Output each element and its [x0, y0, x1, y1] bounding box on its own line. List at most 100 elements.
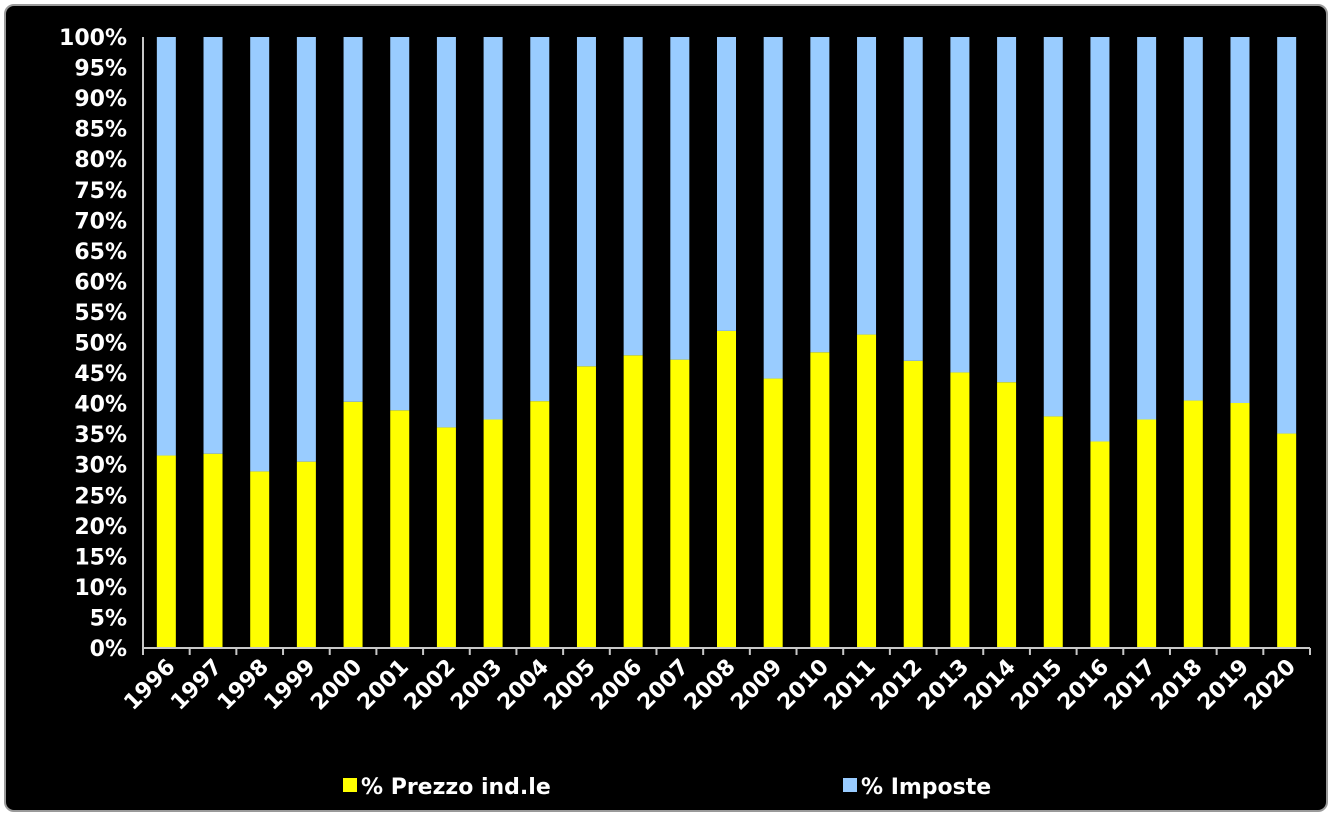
bar-segment-prezzo: [1137, 419, 1157, 648]
bar-segment-imposte: [950, 37, 970, 373]
bar-segment-prezzo: [903, 360, 923, 648]
x-tick-label: 1999: [260, 655, 321, 716]
bar-segment-imposte: [250, 37, 270, 472]
bar-segment-imposte: [530, 37, 550, 402]
x-tick-label: 1998: [213, 655, 274, 716]
bar-segment-prezzo: [530, 401, 550, 648]
bar-segment-imposte: [296, 37, 316, 462]
bar-segment-prezzo: [203, 453, 223, 648]
x-axis-ticks: 1996199719981999200020012002200320042005…: [120, 655, 1301, 716]
y-tick-label: 65%: [74, 240, 127, 265]
bar-segment-imposte: [857, 37, 877, 335]
x-tick-label: 2010: [773, 655, 834, 716]
bar-segment-prezzo: [857, 334, 877, 648]
bar-segment-imposte: [763, 37, 783, 379]
x-tick-label: 2016: [1053, 655, 1114, 716]
x-tick-label: 1997: [166, 655, 227, 716]
bar-segment-imposte: [576, 37, 596, 367]
y-tick-label: 90%: [74, 87, 127, 112]
bar-segment-prezzo: [436, 427, 456, 648]
x-tick-label: 2006: [586, 655, 647, 716]
bar-segment-prezzo: [343, 401, 363, 648]
y-tick-label: 100%: [59, 26, 127, 51]
x-tick-label: 2002: [400, 655, 461, 716]
legend-swatch: [343, 778, 357, 792]
y-tick-label: 50%: [74, 332, 127, 357]
bar-segment-prezzo: [296, 461, 316, 648]
bar-segment-prezzo: [483, 419, 503, 648]
y-tick-label: 20%: [74, 515, 127, 540]
bar-segment-prezzo: [1230, 402, 1250, 648]
x-tick-label: 2013: [913, 655, 974, 716]
bar-segment-prezzo: [576, 366, 596, 648]
bars: [156, 37, 1297, 648]
x-tick-label: 2011: [820, 655, 881, 716]
x-tick-label: 2017: [1100, 655, 1161, 716]
bar-segment-imposte: [1090, 37, 1110, 442]
bar-segment-imposte: [203, 37, 223, 454]
bar-segment-prezzo: [1090, 441, 1110, 648]
bar-segment-imposte: [903, 37, 923, 361]
x-tick-label: 2009: [726, 655, 787, 716]
x-tick-label: 2000: [306, 655, 367, 716]
y-tick-label: 60%: [74, 270, 127, 295]
legend-label: % Prezzo ind.le: [361, 775, 551, 800]
y-tick-label: 75%: [74, 179, 127, 204]
bar-segment-imposte: [436, 37, 456, 428]
x-tick-label: 2014: [960, 655, 1021, 716]
bar-segment-imposte: [623, 37, 643, 356]
legend-label: % Imposte: [861, 775, 991, 800]
x-tick-label: 2005: [540, 655, 601, 716]
x-tick-label: 2007: [633, 655, 694, 716]
y-tick-label: 5%: [90, 606, 127, 631]
bar-segment-prezzo: [623, 355, 643, 648]
x-tick-label: 1996: [120, 655, 181, 716]
bar-segment-imposte: [670, 37, 690, 360]
bar-segment-imposte: [156, 37, 176, 456]
bar-segment-imposte: [810, 37, 830, 353]
bar-segment-prezzo: [1277, 433, 1297, 648]
bar-segment-imposte: [1137, 37, 1157, 420]
x-tick-label: 2008: [680, 655, 741, 716]
bar-segment-imposte: [997, 37, 1017, 383]
bar-segment-prezzo: [717, 330, 736, 648]
bar-segment-prezzo: [950, 372, 970, 648]
axes: [142, 37, 1311, 655]
legend-swatch: [843, 778, 857, 792]
bar-segment-prezzo: [997, 382, 1017, 648]
bar-segment-imposte: [483, 37, 503, 420]
bar-segment-prezzo: [156, 455, 176, 648]
bar-segment-prezzo: [390, 410, 410, 648]
bar-segment-prezzo: [670, 359, 690, 648]
x-tick-label: 2001: [353, 655, 414, 716]
y-tick-label: 15%: [74, 545, 127, 570]
bar-segment-imposte: [1277, 37, 1297, 434]
y-tick-label: 30%: [74, 454, 127, 479]
y-tick-label: 40%: [74, 393, 127, 418]
x-tick-label: 2004: [493, 655, 554, 716]
y-tick-label: 80%: [74, 148, 127, 173]
y-tick-label: 10%: [74, 576, 127, 601]
bar-segment-prezzo: [250, 471, 270, 648]
bar-segment-prezzo: [763, 378, 783, 648]
legend: % Prezzo ind.le % Imposte: [343, 775, 991, 800]
y-tick-label: 0%: [90, 637, 127, 662]
x-tick-label: 2012: [866, 655, 927, 716]
x-tick-label: 2003: [446, 655, 507, 716]
y-tick-label: 55%: [74, 301, 127, 326]
x-tick-label: 2015: [1007, 655, 1068, 716]
x-tick-label: 2020: [1240, 655, 1301, 716]
bar-segment-prezzo: [810, 352, 830, 648]
bar-segment-imposte: [1043, 37, 1063, 417]
y-tick-label: 95%: [74, 57, 127, 82]
y-tick-label: 70%: [74, 209, 127, 234]
bar-segment-prezzo: [1043, 416, 1063, 648]
bar-segment-imposte: [717, 37, 736, 331]
y-tick-label: 35%: [74, 423, 127, 448]
y-axis-ticks: 0% 5% 10% 15% 20% 25% 30% 35% 40% 45% 50% 55% 60% 65%…: [59, 26, 127, 662]
bar-segment-imposte: [390, 37, 410, 411]
y-tick-label: 45%: [74, 362, 127, 387]
bar-segment-imposte: [1183, 37, 1203, 401]
y-tick-label: 25%: [74, 484, 127, 509]
